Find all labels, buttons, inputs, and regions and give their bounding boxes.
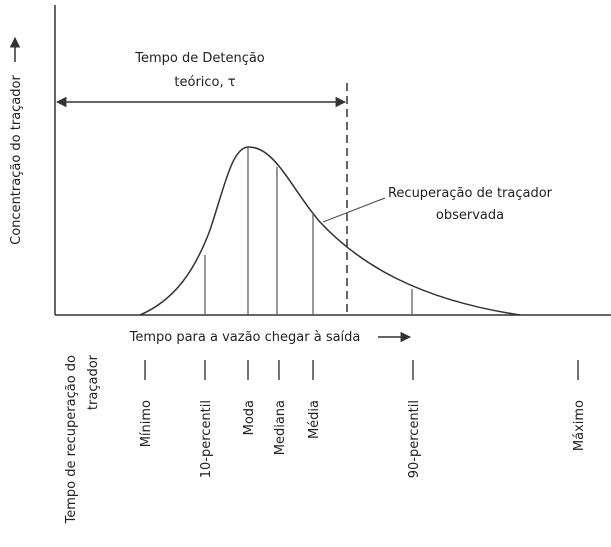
marker-label: Moda [242, 400, 257, 435]
label: observada [436, 208, 504, 223]
x-axis-label: Tempo para a vazão chegar à saída [129, 330, 361, 345]
tracer-curve [139, 146, 521, 316]
drawing [9, 5, 611, 343]
marker-label: 10-percentil [199, 400, 214, 478]
label: traçador [86, 354, 101, 410]
marker-label: Mínimo [139, 400, 154, 447]
marker-label: Média [307, 400, 322, 439]
leader-line [322, 197, 386, 223]
label: Tempo de recuperação do [64, 355, 79, 525]
label: Recuperação de traçador [388, 186, 553, 201]
marker-label: Máximo [572, 400, 587, 451]
marker-label: 90-percentil [407, 400, 422, 478]
marker-label: Mediana [273, 400, 288, 455]
label: Tempo de Detenção [134, 51, 265, 66]
y-axis-label: Concentração do traçador [9, 75, 24, 245]
label: teórico, τ [174, 75, 235, 90]
